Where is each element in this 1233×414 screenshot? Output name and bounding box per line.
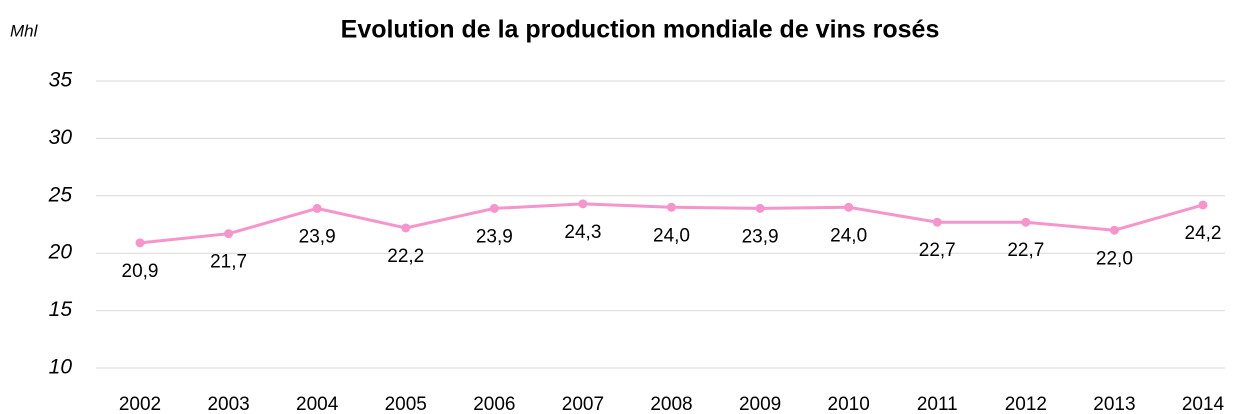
point <box>932 217 942 227</box>
x-tick-label: 2012 <box>1005 394 1047 414</box>
data-label: 24,2 <box>1185 223 1222 244</box>
x-tick-label: 2004 <box>296 394 339 414</box>
data-label: 23,9 <box>476 226 513 247</box>
x-tick-label: 2003 <box>207 394 249 414</box>
point <box>844 202 854 212</box>
data-label: 22,2 <box>387 246 424 267</box>
y-tick-label: 30 <box>49 126 73 149</box>
data-label: 22,7 <box>1007 240 1044 261</box>
data-label: 21,7 <box>210 252 247 273</box>
x-tick-label: 2014 <box>1182 394 1225 414</box>
y-tick-label: 20 <box>48 241 73 264</box>
x-tick-label: 2010 <box>828 394 870 414</box>
data-label: 23,9 <box>742 226 779 247</box>
x-tick-label: 2009 <box>739 394 781 414</box>
data-label: 24,0 <box>830 225 867 246</box>
point <box>1109 225 1119 235</box>
x-tick-label: 2013 <box>1093 394 1135 414</box>
x-tick-label: 2002 <box>119 394 161 414</box>
y-tick-label: 25 <box>48 183 73 206</box>
x-tick-label: 2007 <box>562 394 604 414</box>
data-label: 24,0 <box>653 225 690 246</box>
point <box>755 203 765 213</box>
point <box>1198 200 1208 210</box>
data-label: 23,9 <box>299 226 336 247</box>
point <box>401 223 411 233</box>
data-label: 22,0 <box>1096 248 1133 269</box>
data-label: 20,9 <box>122 261 159 282</box>
x-tick-label: 2011 <box>917 394 958 414</box>
chart-title: Evolution de la production mondiale de v… <box>341 16 940 44</box>
y-tick-label: 35 <box>49 69 73 92</box>
point <box>135 238 145 248</box>
y-tick-label: 10 <box>49 356 73 379</box>
x-tick-label: 2006 <box>473 394 515 414</box>
data-label: 22,7 <box>919 240 956 261</box>
y-tick-label: 15 <box>49 298 73 321</box>
point <box>578 199 588 209</box>
point <box>489 203 499 213</box>
y-axis-label: Mhl <box>10 21 39 40</box>
point <box>1021 217 1031 227</box>
data-label: 24,3 <box>564 222 601 243</box>
point <box>312 203 322 213</box>
x-tick-label: 2005 <box>385 394 427 414</box>
point <box>224 229 234 239</box>
x-tick-label: 2008 <box>650 394 692 414</box>
point <box>667 202 676 212</box>
